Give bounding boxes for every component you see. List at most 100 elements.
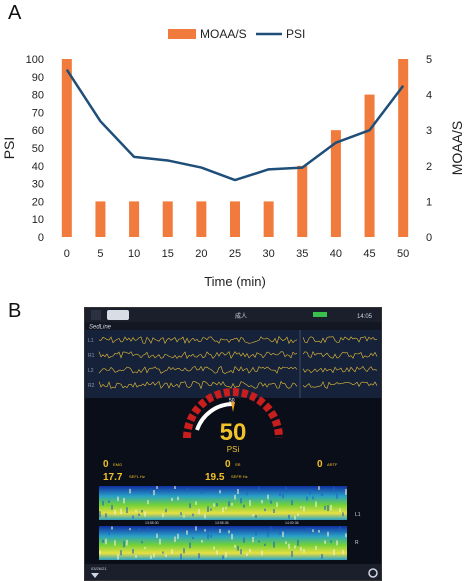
moaas-bar [398,59,409,237]
legend-label-psi: PSI [286,27,305,41]
dsa-speckle [279,531,281,535]
dsa-speckle [288,543,290,549]
monitor-time: 14:05 [357,314,373,320]
dsa-speckle [345,533,347,538]
dsa-speckle [342,512,344,517]
moaas-bar [196,201,207,237]
dsa-speckle [189,542,191,549]
dsa-speckle [300,506,302,509]
moaas-bar [297,165,308,237]
dsa-speckle [108,530,110,536]
eeg-waveforms: L1 R1 L2 R2 [88,335,378,390]
eeg-trace [302,381,378,389]
y-left-tick-label: 90 [32,72,44,84]
gauge-top-label: 50 [229,398,235,404]
dsa-speckle [180,553,182,560]
dsa-time-3: 14:00:36 [285,521,299,525]
dsa-speckle [126,539,128,546]
dsa-speckle [129,528,131,531]
dsa-speckle [246,491,248,496]
dsa-speckle [165,508,167,513]
dsa-speckle [129,488,131,494]
dsa-speckle [249,548,251,553]
psi-label: PSi [227,445,240,454]
moaas-bar [95,201,106,237]
dsa-speckle [270,500,272,504]
dsa-speckle [339,526,341,532]
dsa-speckle [255,515,257,518]
dsa-speckle [300,547,302,552]
artf-value: 0 [317,459,323,470]
dsa-speckle [261,550,263,556]
dsa-speckle [204,529,206,532]
dsa-speckle [303,548,305,553]
y-left-tick-label: 60 [32,125,44,137]
dsa-speckle [297,513,299,516]
dsa-speckle [168,489,170,493]
dsa-speckle [159,489,161,493]
dsa-speckle [327,531,329,537]
dsa-speckle [210,534,212,538]
dsa-speckle [282,493,284,499]
dsa-speckle [207,533,209,540]
dsa-speckle [252,514,254,517]
dsa-speckle [219,490,221,494]
y-left-tick-label: 20 [32,196,44,208]
x-axis-label: Time (min) [204,274,266,289]
dsa-speckle [228,501,230,507]
sedline-monitor-photo: 成人 14:05 SedLine L1 R1 L2 R2 50 50 PSi 0 EM… [84,307,382,581]
dsa-speckle [171,497,173,501]
dsa-speckle [126,507,128,514]
emg-value: 0 [103,459,109,470]
dsa-speckle [324,505,326,510]
y-right-tick-label: 4 [426,90,432,102]
x-tick-label: 0 [64,248,70,260]
dsa-speckle [183,515,185,518]
dsa-speckle [309,489,311,495]
eeg-trace [98,351,298,359]
panel-a-label: A [8,2,22,24]
x-tick-label: 20 [195,248,207,260]
y-left-tick-label: 100 [26,54,44,66]
dsa-speckle [153,553,155,558]
dsa-speckle [156,486,158,489]
dsa-speckle [147,500,149,505]
dsa-speckle [303,506,305,512]
dsa-speckle [288,514,290,519]
dsa-speckle [219,529,221,533]
dsa-speckle [336,540,338,546]
gauge-white-arc [195,402,234,431]
dsa-speckle [135,554,137,558]
dsa-speckle [132,549,134,554]
dsa-speckle [123,497,125,504]
dsa-speckle [228,530,230,534]
moaas-bar [263,201,274,237]
dsa-speckle [150,555,152,559]
dsa-speckle [99,511,101,517]
dsa-speckle [306,496,308,501]
x-tick-label: 10 [128,248,140,260]
dsa-speckle [201,540,203,543]
dsa-speckle [120,550,122,556]
dsa-speckle [225,551,227,558]
dsa-speckle [258,486,260,492]
dsa-speckle [195,526,197,531]
dsa-speckle [255,530,257,536]
eeg-trace [302,336,378,344]
dsa-speckle [309,527,311,534]
dsa-speckle [243,537,245,543]
dsa-speckle [345,489,347,495]
dsa-speckle [261,500,263,504]
emg-label: EMG [113,462,122,467]
dsa-speckle [234,544,236,548]
dsa-speckle [117,554,119,560]
dsa-speckle [198,508,200,515]
eeg-waveform-area [85,330,381,398]
sef-l-value: 17.7 [103,472,123,483]
dsa-speckle [273,509,275,513]
dsa-speckle [138,528,140,531]
panel-b-label: B [8,300,22,322]
dsa-speckle [297,540,299,546]
dsa-speckle [102,539,104,543]
dsa-speckle [276,502,278,507]
